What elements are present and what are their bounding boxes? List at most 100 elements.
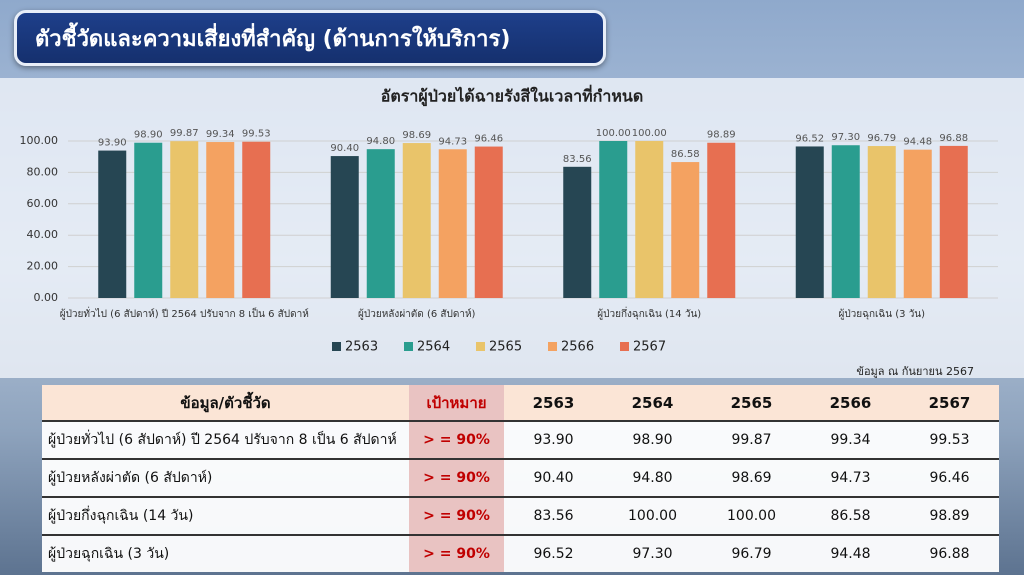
value-label: 96.46	[474, 134, 503, 145]
table-cell: ผู้ป่วยทั่วไป (6 สัปดาห์) ปี 2564 ปรับจา…	[42, 420, 409, 459]
legend-swatch	[332, 342, 341, 351]
table-cell: > = 90%	[409, 496, 504, 535]
value-label: 96.88	[939, 133, 968, 144]
bar	[635, 141, 664, 298]
table-cell: 98.89	[900, 496, 999, 535]
table-cell: 99.53	[900, 420, 999, 459]
table-cell: 83.56	[504, 496, 603, 535]
value-label: 94.73	[438, 136, 467, 147]
table-cell: > = 90%	[409, 458, 504, 497]
bar	[707, 142, 736, 298]
bar	[671, 162, 700, 298]
table-row: ผู้ป่วยกึ่งฉุกเฉิน (14 วัน) > = 90% 83.56 1…	[42, 496, 999, 535]
x-tick-label: ผู้ป่วยกึ่งฉุกเฉิน (14 วัน)	[597, 306, 701, 320]
value-label: 83.56	[563, 154, 592, 165]
bar	[366, 149, 395, 298]
header-cell: 2565	[702, 385, 801, 421]
table-cell: ผู้ป่วยหลังผ่าตัด (6 สัปดาห์)	[42, 458, 409, 497]
legend-swatch	[620, 342, 629, 351]
bar	[134, 142, 163, 298]
data-note: ข้อมูล ณ กันยายน 2567	[856, 365, 974, 378]
bar	[242, 141, 271, 298]
table-cell: > = 90%	[409, 420, 504, 459]
value-label: 96.52	[795, 133, 824, 144]
y-tick-label: 0.00	[34, 291, 59, 304]
legend-label: 2564	[417, 340, 450, 355]
table-cell: > = 90%	[409, 534, 504, 572]
bar	[599, 141, 628, 298]
table-cell: ผู้ป่วยฉุกเฉิน (3 วัน)	[42, 534, 409, 572]
bar	[831, 145, 860, 298]
bar	[330, 156, 359, 298]
y-tick-label: 80.00	[27, 165, 59, 178]
value-label: 94.48	[903, 137, 932, 148]
x-tick-label: ผู้ป่วยทั่วไป (6 สัปดาห์) ปี 2564 ปรับจา…	[60, 306, 309, 320]
table-cell: 100.00	[603, 496, 702, 535]
legend-swatch	[476, 342, 485, 351]
chart: อัตราผู้ป่วยได้ฉายรังสีในเวลาที่กำหนด 0.…	[20, 85, 998, 355]
header-cell: เป้าหมาย	[409, 385, 504, 421]
legend-label: 2563	[345, 340, 378, 355]
legend-swatch	[548, 342, 557, 351]
table-cell: 96.79	[702, 534, 801, 572]
table-cell: 93.90	[504, 420, 603, 459]
legend-label: 2567	[633, 340, 666, 355]
bar	[438, 149, 467, 298]
table-cell: 94.80	[603, 458, 702, 497]
table-cell: 99.34	[801, 420, 900, 459]
legend-label: 2565	[489, 340, 522, 355]
table-cell: 97.30	[603, 534, 702, 572]
table-row: ผู้ป่วยฉุกเฉิน (3 วัน) > = 90% 96.52 97.30 9…	[42, 534, 999, 572]
slide-title: ตัวชี้วัดและความเสี่ยงที่สำคัญ (ด้านการใ…	[14, 10, 606, 66]
header-cell: ข้อมูล/ตัวชี้วัด	[42, 385, 409, 421]
table-cell: 94.48	[801, 534, 900, 572]
bar	[939, 145, 968, 298]
value-label: 90.40	[330, 143, 359, 154]
x-tick-label: ผู้ป่วยหลังผ่าตัด (6 สัปดาห์)	[358, 308, 476, 320]
table-cell: 90.40	[504, 458, 603, 497]
value-label: 98.89	[707, 130, 736, 141]
y-tick-label: 100.00	[20, 134, 59, 147]
bar	[474, 146, 503, 298]
value-label: 98.69	[402, 130, 431, 141]
header-row: ข้อมูล/ตัวชี้วัด เป้าหมาย 2563 2564 2565 2566…	[42, 385, 999, 421]
table-cell: 98.69	[702, 458, 801, 497]
value-label: 99.34	[206, 129, 235, 140]
header-cell: 2566	[801, 385, 900, 421]
value-label: 100.00	[632, 128, 667, 139]
table-cell: 98.90	[603, 420, 702, 459]
value-label: 97.30	[831, 132, 860, 143]
bar	[402, 143, 431, 298]
y-tick-label: 60.00	[27, 197, 59, 210]
bar	[903, 149, 932, 298]
chart-title: อัตราผู้ป่วยได้ฉายรังสีในเวลาที่กำหนด	[381, 85, 643, 108]
table-cell: 100.00	[702, 496, 801, 535]
value-label: 99.87	[170, 128, 199, 139]
table-cell: 99.87	[702, 420, 801, 459]
bar	[98, 150, 127, 298]
y-tick-label: 20.00	[27, 260, 59, 273]
table-cell: 96.52	[504, 534, 603, 572]
header-cell: 2567	[900, 385, 999, 421]
bar	[795, 146, 824, 298]
table-cell: 96.46	[900, 458, 999, 497]
table-cell: 96.88	[900, 534, 999, 572]
y-tick-label: 40.00	[27, 228, 59, 241]
value-label: 93.90	[98, 138, 127, 149]
x-tick-label: ผู้ป่วยฉุกเฉิน (3 วัน)	[838, 308, 925, 320]
value-label: 86.58	[671, 149, 700, 160]
header-cell: 2564	[603, 385, 702, 421]
bar	[563, 166, 592, 298]
value-label: 96.79	[867, 133, 896, 144]
legend-label: 2566	[561, 340, 594, 355]
value-label: 94.80	[366, 136, 395, 147]
value-label: 100.00	[596, 128, 631, 139]
bar	[867, 146, 896, 298]
table-row: ผู้ป่วยทั่วไป (6 สัปดาห์) ปี 2564 ปรับจา…	[42, 420, 999, 459]
table-cell: 86.58	[801, 496, 900, 535]
bar	[206, 142, 235, 298]
legend-swatch	[404, 342, 413, 351]
table-cell: ผู้ป่วยกึ่งฉุกเฉิน (14 วัน)	[42, 496, 409, 535]
data-table: ข้อมูล/ตัวชี้วัด เป้าหมาย 2563 2564 2565 2566…	[42, 385, 999, 572]
